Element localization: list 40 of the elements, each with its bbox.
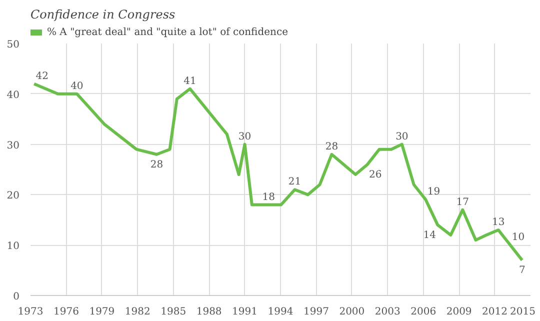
x-tick-label: 2006	[410, 306, 436, 318]
legend-label: % A "great deal" and "quite a lot" of confidence	[47, 26, 288, 38]
line-series	[32, 82, 524, 262]
annotation: 10	[512, 232, 525, 244]
annotation: 40	[70, 80, 84, 92]
annotation: 17	[456, 196, 470, 208]
x-tick-label: 1991	[232, 306, 258, 318]
chart-title: Confidence in Congress	[30, 8, 176, 22]
x-tick-label: 2003	[374, 306, 400, 318]
annotation: 13	[492, 216, 505, 228]
annotation: 21	[288, 176, 302, 188]
annotation: 26	[369, 169, 382, 180]
annotation: 19	[427, 186, 440, 198]
annotation: 14	[423, 230, 436, 241]
y-tick-label: 0	[13, 292, 20, 302]
y-tick-label: 50	[6, 40, 20, 50]
annotation: 7	[518, 265, 526, 276]
annotation: 30	[238, 131, 252, 142]
annotation: 28	[325, 141, 338, 152]
annotation: 42	[36, 70, 48, 82]
y-tick-label: 20	[6, 190, 20, 202]
x-tick-label: 2012	[482, 306, 508, 318]
annotation: 28	[150, 159, 164, 170]
x-tick-label: 1982	[124, 306, 150, 318]
x-tick-label: 1988	[196, 306, 222, 318]
x-tick-label: 2000	[339, 306, 365, 318]
x-tick-label: 1997	[303, 306, 329, 318]
x-tick-label: 1973	[18, 306, 44, 318]
x-tick-label: 1985	[160, 306, 186, 318]
annotation: 41	[184, 76, 196, 87]
annotation: 30	[396, 131, 408, 142]
annotation: 18	[262, 192, 275, 203]
x-tick-label: 1976	[53, 306, 79, 318]
x-tick-label: 2009	[446, 306, 472, 318]
y-tick-label: 10	[6, 241, 20, 252]
y-tick-label: 40	[6, 90, 20, 101]
x-tick-label: 2015	[510, 306, 536, 318]
y-tick-label: 30	[6, 140, 20, 152]
x-tick-label: 1994	[268, 306, 294, 318]
x-tick-label: 1979	[89, 306, 115, 318]
